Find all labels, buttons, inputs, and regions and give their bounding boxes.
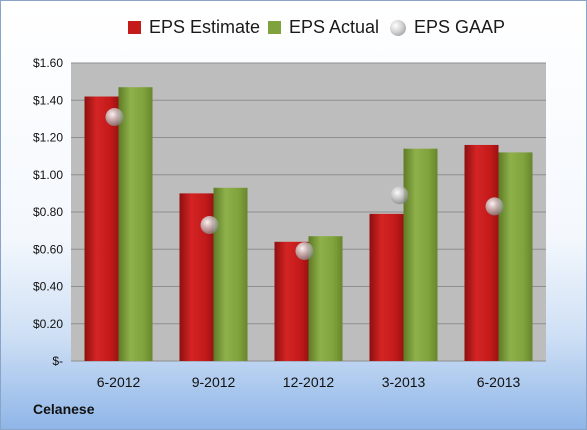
bar-eps-estimate [274,241,309,361]
bar-eps-actual [118,87,153,362]
legend-swatch-eps-gaap [390,19,406,36]
y-tick-label: $1.00 [33,168,63,182]
marker-eps-gaap [200,216,219,235]
y-tick-label: $0.60 [33,242,63,256]
y-tick-label: $0.40 [33,280,63,294]
y-tick-label: $0.20 [33,317,63,331]
marker-eps-gaap [390,186,409,205]
x-tick-label: 12-2012 [283,374,335,390]
gaap-markers [105,108,504,261]
company-name: Celanese [33,401,95,417]
x-tick-label: 6-2013 [477,374,521,390]
x-tick-label: 9-2012 [192,374,236,390]
y-tick-label: $- [52,354,63,368]
legend-item-eps-estimate: EPS Estimate [128,17,260,38]
x-axis-tick-labels: 6-2012 9-2012 12-2012 3-2013 6-2013 [97,374,521,390]
legend-swatch-eps-actual [268,21,281,34]
bar-eps-estimate [369,213,404,361]
marker-eps-gaap [105,108,124,127]
x-tick-label: 6-2012 [97,374,141,390]
bar-eps-actual [403,148,438,361]
legend: EPS Estimate EPS Actual EPS GAAP [1,11,586,45]
legend-label-eps-actual: EPS Actual [289,17,380,37]
y-tick-label: $1.40 [33,93,63,107]
legend-item-eps-actual: EPS Actual [268,17,379,38]
x-tick-label: 3-2013 [382,374,426,390]
bar-eps-estimate [464,144,499,361]
bar-eps-actual [498,152,533,361]
legend-item-eps-gaap: EPS GAAP [390,17,505,38]
legend-label-eps-estimate: EPS Estimate [149,17,261,37]
legend-label-eps-gaap: EPS GAAP [414,17,506,37]
y-tick-label: $0.80 [33,205,63,219]
bar-eps-actual [213,187,248,361]
legend-swatch-eps-estimate [128,21,141,34]
bar-eps-estimate [84,96,119,362]
bar-eps-actual [308,236,343,361]
y-tick-label: $1.20 [33,131,63,145]
y-axis-tick-labels: $- $0.20 $0.40 $0.60 $0.80 $1.00 $1.20 $1.40 $1.… [33,56,63,368]
marker-eps-gaap [295,242,314,261]
y-tick-label: $1.60 [33,56,63,70]
marker-eps-gaap [485,197,504,216]
bars [84,87,533,362]
